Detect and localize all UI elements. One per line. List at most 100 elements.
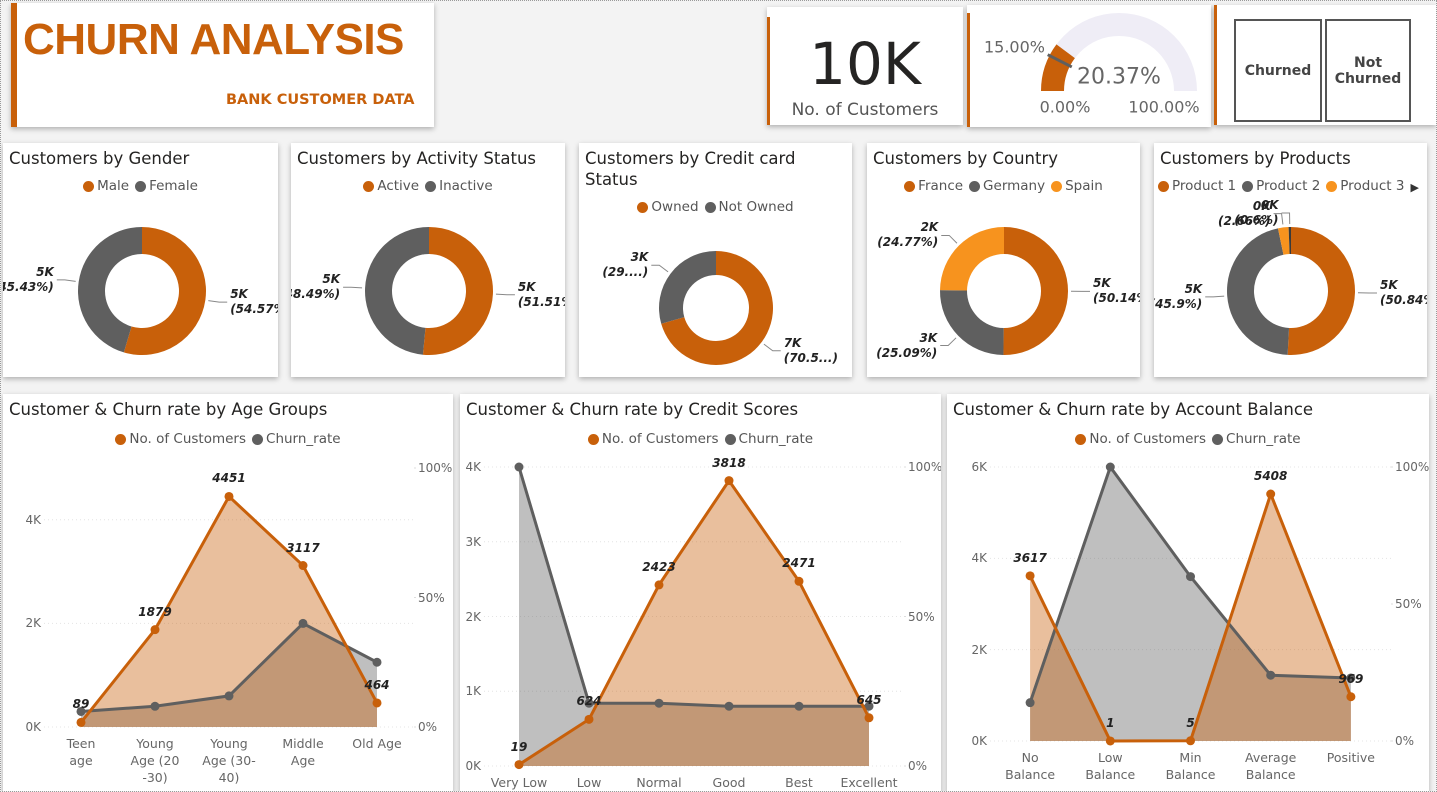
pie-slice	[78, 227, 142, 353]
pie-card: Customers by Credit card Status Owned Not …	[579, 143, 852, 377]
legend-label: Male	[97, 178, 130, 194]
data-point	[224, 491, 234, 501]
data-point	[372, 657, 382, 667]
legend-scroll-arrow: ▶	[1410, 181, 1419, 194]
data-point	[584, 714, 594, 724]
chart-title: Customers by Products	[1160, 149, 1351, 168]
pie-slice	[940, 227, 1004, 291]
pie-slice	[1277, 227, 1290, 255]
data-label: 0K (0.6%)	[1234, 198, 1279, 227]
legend-swatch	[425, 180, 437, 192]
x-tick-label: Positive	[1326, 750, 1375, 765]
gauge-card: 20.37% 15.00% 0.00% 100.00%	[967, 5, 1211, 127]
legend-label: Churn_rate	[738, 431, 814, 447]
legend-item: France	[904, 178, 963, 194]
data-label: 5K (50.84%)	[1379, 278, 1427, 308]
legend: No. of Customers Churn_rate	[3, 431, 453, 447]
legend-label: No. of Customers	[601, 431, 719, 447]
legend: Owned Not Owned	[579, 199, 852, 215]
legend-swatch	[252, 433, 264, 445]
data-point	[1186, 736, 1195, 746]
pie-card: Customers by Gender Male Female 5K (54.57%)…	[3, 143, 278, 377]
legend-label: Product 2	[1256, 178, 1321, 194]
accent-bar	[1214, 5, 1217, 125]
leader-line	[763, 343, 781, 352]
data-point	[724, 701, 734, 711]
slicer-button[interactable]: Churned	[1234, 19, 1322, 122]
legend-swatch	[704, 201, 716, 213]
legend-swatch	[587, 433, 599, 445]
y2-tick-label: 0%	[1395, 734, 1415, 748]
combo-card: Customer & Churn rate by Account Balance…	[947, 394, 1429, 791]
legend-label: No. of Customers	[1089, 431, 1207, 447]
data-label: 5K (45.9%)	[1154, 281, 1203, 311]
x-tick-label: Middle Age	[282, 736, 324, 768]
data-label: 7K (70.5...)	[783, 335, 838, 365]
pie-slice	[364, 227, 429, 355]
y2-tick-label: 50%	[418, 590, 445, 605]
data-point	[584, 698, 594, 708]
y2-tick-label: 100%	[418, 461, 453, 475]
legend-swatch	[724, 433, 736, 445]
legend-label: Churn_rate	[1226, 431, 1301, 447]
leader-line	[941, 234, 958, 244]
chart-title: Customers by Country	[873, 149, 1059, 168]
legend-swatch	[904, 180, 916, 192]
leader-line	[1281, 212, 1291, 225]
chart-title: Customer & Churn rate by Age Groups	[9, 400, 328, 419]
y-tick-label: 4K	[25, 512, 41, 527]
data-point	[654, 698, 664, 708]
data-label: 5K (50.14%)	[1092, 276, 1140, 306]
leader-line	[1273, 213, 1284, 225]
legend-swatch	[115, 433, 127, 445]
gauge-target	[1047, 53, 1073, 69]
data-point	[1025, 698, 1035, 708]
legend-swatch	[637, 201, 649, 213]
legend-label: No. of Customers	[129, 431, 247, 447]
x-tick-label: Teen age	[66, 736, 96, 768]
gauge-tick-label: 0.00%	[1039, 97, 1091, 117]
leader-line	[651, 264, 669, 273]
data-point	[1266, 489, 1276, 499]
y-tick-label: 4K	[465, 460, 481, 474]
legend-item: Product 3	[1326, 178, 1404, 194]
combo-card: Customer & Churn rate by Credit Scores No…	[460, 394, 941, 791]
legend: Active Inactive	[291, 178, 565, 194]
accent-bar	[767, 17, 770, 125]
chart-title: Customer & Churn rate by Credit Scores	[466, 400, 799, 419]
area-fill	[1030, 467, 1351, 741]
accent-bar	[11, 3, 17, 127]
data-point	[794, 576, 804, 586]
slicer-button[interactable]: Not Churned	[1325, 19, 1411, 122]
data-label: 3617	[1013, 550, 1047, 565]
legend-swatch	[1212, 433, 1224, 445]
data-point	[1346, 673, 1356, 683]
legend-swatch	[363, 180, 375, 192]
data-label: 3K (29....)	[602, 250, 649, 280]
data-label: 5408	[1253, 469, 1288, 484]
chart-canvas	[484, 462, 906, 770]
chart-canvas	[990, 462, 1393, 746]
leader-line	[343, 286, 363, 289]
legend-item: Inactive	[425, 178, 493, 194]
legend-swatch	[1158, 180, 1169, 192]
legend: No. of Customers Churn_rate	[947, 431, 1429, 447]
x-tick-label: Good	[712, 775, 746, 790]
legend-item: Male	[83, 178, 129, 194]
data-label: 624	[576, 694, 602, 709]
data-point	[298, 618, 308, 628]
legend-item: Product 2	[1242, 178, 1320, 194]
y-tick-label: 0K	[25, 720, 41, 734]
legend-item: Churn_rate	[724, 431, 814, 447]
legend-swatch	[969, 180, 981, 192]
legend-label: Spain	[1065, 178, 1103, 194]
legend-label: Product 1	[1172, 178, 1237, 194]
legend-label: Not Owned	[718, 199, 794, 215]
leader-line	[495, 293, 515, 296]
legend-item: Female	[135, 178, 198, 194]
data-point	[298, 561, 308, 571]
x-tick-label: Best	[785, 775, 813, 790]
data-point	[794, 701, 804, 711]
pie-slice	[123, 227, 207, 355]
legend-item: Active	[363, 178, 419, 194]
